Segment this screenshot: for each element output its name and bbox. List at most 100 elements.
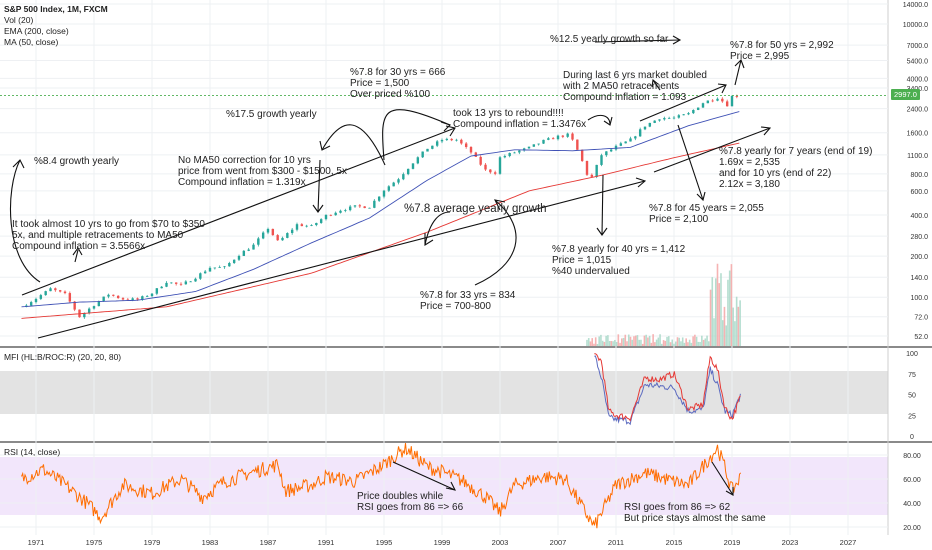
volume-bar — [586, 339, 588, 346]
note-arrow-30yrs-head — [440, 121, 452, 132]
volume-bar — [633, 336, 635, 346]
annotation-label: %12.5 yearly growth so far — [550, 34, 668, 45]
volume-bar — [591, 338, 594, 346]
price-tick-label: 400.0 — [910, 213, 928, 220]
annotation-line: and for 10 yrs (end of 22) — [719, 168, 832, 179]
trend-arrow-ext-head — [760, 126, 772, 136]
annotation-line: %7.8 yearly for 7 years (end of 19) — [719, 146, 873, 157]
candle-body — [160, 286, 163, 289]
volume-bar — [627, 334, 630, 346]
annotation-label: Price doubles while RSI goes from 86 => 6… — [357, 491, 463, 513]
annotation-line: Compound inflation = 1.3476x — [453, 119, 587, 130]
annotation-line: During last 6 yrs market doubled — [563, 70, 707, 81]
note-arrow-84 — [9, 159, 41, 283]
price-tick-label: 140.0 — [910, 275, 928, 282]
candle-body — [68, 293, 72, 302]
candle-body — [218, 267, 221, 268]
candle-body — [102, 296, 105, 302]
candle-body — [653, 120, 656, 123]
candle-body — [276, 235, 279, 241]
candle-body — [643, 126, 647, 130]
candle-body — [701, 103, 705, 108]
legend-ma[interactable]: MA (50, close) — [4, 37, 59, 47]
price-tick-label: 5400.0 — [907, 59, 929, 66]
volume-bar — [739, 300, 741, 346]
annotation-label: %7.8 for 33 yrs = 834 Price = 700-800 — [420, 290, 515, 312]
candle-body — [223, 266, 226, 268]
candle-body — [440, 139, 444, 142]
candle-body — [242, 250, 246, 256]
legend-symbol[interactable]: S&P 500 Index, 1M, FXCM — [4, 4, 108, 14]
price-tick-label: 280.0 — [910, 234, 928, 241]
candle-body — [556, 135, 560, 140]
volume-bar — [728, 270, 731, 346]
annotation-line: Compound inflation = 1.319x — [178, 177, 306, 188]
volume-bar — [721, 320, 724, 346]
note-arrow-doubled — [652, 79, 661, 91]
annotation-line: Price = 1,015 — [552, 255, 612, 266]
volume-bar — [681, 337, 684, 346]
time-tick-label: 2019 — [724, 538, 741, 547]
candle-body — [382, 190, 386, 197]
volume-bar — [662, 340, 665, 346]
volume-bar — [701, 335, 703, 346]
note-arrow-30yrs — [382, 109, 451, 161]
rsi-pane-label[interactable]: RSI (14, close) — [4, 447, 61, 457]
annotation-line: 2.12x = 3,180 — [719, 179, 780, 190]
rsi-tick-label: 40.00 — [903, 501, 921, 508]
annotation-label: %7.8 for 45 years = 2,055 Price = 2,100 — [649, 203, 764, 225]
candle-body — [667, 117, 671, 119]
candle-body — [155, 288, 159, 294]
annotation-line: %40 undervalued — [552, 266, 630, 277]
time-tick-label: 1975 — [86, 538, 103, 547]
annotation-line: RSI goes from 86 => 66 — [357, 502, 464, 513]
note-arrow-40yrs — [601, 174, 604, 236]
candle-body — [39, 295, 43, 299]
candle-body — [426, 148, 429, 152]
ema200-line — [21, 142, 740, 319]
volume-bar — [690, 342, 693, 346]
candle-body — [97, 301, 101, 307]
volume-bar — [612, 341, 614, 346]
candle-body — [725, 101, 729, 107]
candle-body — [619, 143, 623, 146]
candle-body — [469, 146, 473, 153]
mfi-tick-label: 0 — [910, 434, 914, 441]
candle-body — [711, 100, 714, 102]
candle-body — [392, 182, 395, 187]
volume-bar — [601, 340, 604, 346]
volume-bar — [716, 263, 719, 346]
candle-body — [339, 210, 342, 213]
candle-body — [116, 295, 120, 299]
volume-bar — [603, 341, 606, 346]
mfi-tick-label: 100 — [906, 351, 918, 358]
annotation-label: %7.8 average yearly growth — [404, 203, 547, 215]
candle-body — [179, 283, 183, 285]
candle-body — [228, 263, 231, 267]
candle-body — [460, 139, 463, 144]
candle-body — [629, 138, 632, 142]
mfi-pane-label[interactable]: MFI (HL:B/ROC:R) (20, 20, 80) — [4, 352, 122, 362]
series-layer — [0, 94, 888, 529]
annotation-line: Price = 2,995 — [730, 51, 790, 62]
volume-bar — [657, 337, 660, 346]
candle-body — [479, 156, 482, 165]
volume-bar — [725, 325, 727, 346]
time-tick-label: 1999 — [434, 538, 451, 547]
candle-body — [358, 205, 362, 207]
volume-bar — [587, 338, 590, 346]
volume-bar — [600, 334, 602, 346]
volume-bar — [695, 336, 698, 346]
candle-body — [73, 301, 76, 310]
candle-body — [203, 271, 207, 274]
legend-vol[interactable]: Vol (20) — [4, 15, 34, 25]
mfi-band — [0, 371, 888, 414]
annotation-line: 5x, and multiple retracements to MA50 — [12, 230, 184, 241]
candle-body — [663, 118, 666, 120]
legend-ema[interactable]: EMA (200, close) — [4, 26, 69, 36]
annotation-label: %17.5 growth yearly — [226, 109, 317, 120]
volume-bar — [652, 334, 654, 346]
rsi-arrow-left-head — [445, 481, 457, 491]
candle-body — [112, 294, 115, 296]
